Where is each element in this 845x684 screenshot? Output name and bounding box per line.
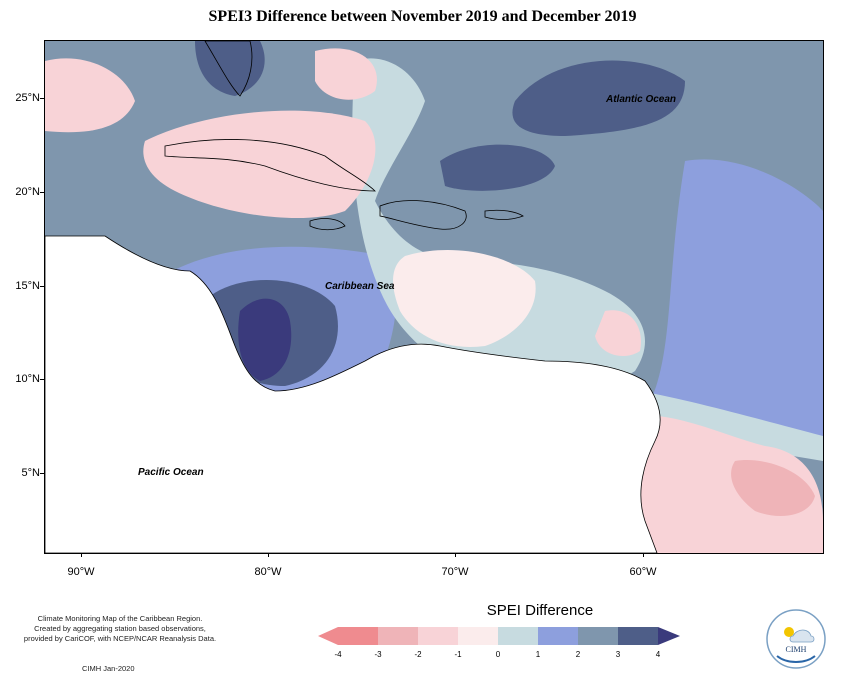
wave-icon bbox=[776, 655, 816, 663]
legend-tick: 2 bbox=[575, 650, 581, 659]
legend-tick: 0 bbox=[495, 650, 501, 659]
lon-label-90w: 90°W bbox=[67, 566, 95, 578]
credits-block: Climate Monitoring Map of the Caribbean … bbox=[0, 614, 240, 644]
map-graphic bbox=[45, 41, 823, 553]
lat-tick bbox=[40, 379, 44, 380]
legend-swatch-1 bbox=[338, 627, 378, 645]
legend-swatch-2 bbox=[378, 627, 418, 645]
land-hispaniola bbox=[379, 200, 467, 230]
zone-pink-south bbox=[627, 415, 823, 553]
legend-tick: 3 bbox=[615, 650, 621, 659]
lat-tick bbox=[40, 286, 44, 287]
zone-deep-carib bbox=[238, 298, 292, 381]
label-pacific-ocean: Pacific Ocean bbox=[138, 467, 204, 478]
legend-tick: -3 bbox=[374, 650, 382, 659]
zone-pink-center bbox=[393, 250, 536, 347]
lat-label-20n: 20°N bbox=[15, 186, 40, 198]
credit-line-3: provided by CariCOF, with NCEP/NCAR Rean… bbox=[23, 634, 217, 643]
lon-tick bbox=[643, 553, 644, 557]
sun-icon bbox=[784, 627, 794, 637]
lat-tick bbox=[40, 473, 44, 474]
lat-label-10n: 10°N bbox=[15, 373, 40, 385]
zone-red-south bbox=[731, 460, 815, 516]
lon-tick bbox=[455, 553, 456, 557]
legend-tick: -2 bbox=[414, 650, 422, 659]
land-puerto-rico bbox=[484, 209, 524, 220]
lon-label-60w: 60°W bbox=[629, 566, 657, 578]
legend-swatch-8 bbox=[618, 627, 658, 645]
label-caribbean-sea: Caribbean Sea bbox=[325, 281, 395, 292]
credit-line-2: Created by aggregating station based obs… bbox=[34, 624, 206, 633]
legend-tick: -1 bbox=[454, 650, 462, 659]
zone-periwinkle-east bbox=[645, 159, 823, 441]
legend-swatch-7 bbox=[578, 627, 618, 645]
legend-colorbar bbox=[318, 627, 680, 645]
map-title: SPEI3 Difference between November 2019 a… bbox=[208, 8, 637, 25]
zone-pink-antilles bbox=[595, 310, 641, 356]
lat-tick bbox=[40, 192, 44, 193]
legend-swatch-5 bbox=[498, 627, 538, 645]
legend-swatch-3 bbox=[418, 627, 458, 645]
lat-label-15n: 15°N bbox=[15, 280, 40, 292]
legend-tick: 1 bbox=[535, 650, 541, 659]
credit-line-1: Climate Monitoring Map of the Caribbean … bbox=[37, 614, 203, 623]
legend-swatch-6 bbox=[538, 627, 578, 645]
land-florida bbox=[204, 41, 253, 97]
land-jamaica bbox=[309, 218, 346, 231]
legend-swatch-9 bbox=[658, 627, 680, 645]
lat-label-25n: 25°N bbox=[15, 92, 40, 104]
legend-title: SPEI Difference bbox=[486, 602, 594, 619]
cloud-icon bbox=[789, 629, 815, 643]
lon-tick bbox=[81, 553, 82, 557]
lon-tick bbox=[268, 553, 269, 557]
lon-label-80w: 80°W bbox=[254, 566, 282, 578]
legend-tick: -4 bbox=[334, 650, 342, 659]
lat-tick bbox=[40, 98, 44, 99]
lon-label-70w: 70°W bbox=[441, 566, 469, 578]
label-atlantic-ocean: Atlantic Ocean bbox=[606, 94, 677, 105]
legend-swatch-0 bbox=[318, 627, 338, 645]
cimh-logo: CIMH bbox=[766, 609, 826, 669]
legend-tick: 4 bbox=[655, 650, 661, 659]
zone-navy-central bbox=[440, 144, 555, 191]
lat-label-5n: 5°N bbox=[21, 467, 40, 479]
zone-navy-atlantic bbox=[512, 60, 685, 137]
zone-pink-north bbox=[45, 58, 135, 133]
zone-pink-bahamas bbox=[315, 48, 377, 100]
spei-map bbox=[44, 40, 824, 554]
svg-text:CIMH: CIMH bbox=[786, 645, 807, 654]
zone-pale-blue-2 bbox=[640, 391, 823, 461]
land-central-america bbox=[45, 235, 661, 553]
credit-line-4: CIMH Jan-2020 bbox=[82, 664, 135, 673]
land-cuba bbox=[164, 139, 376, 192]
legend-swatch-4 bbox=[458, 627, 498, 645]
